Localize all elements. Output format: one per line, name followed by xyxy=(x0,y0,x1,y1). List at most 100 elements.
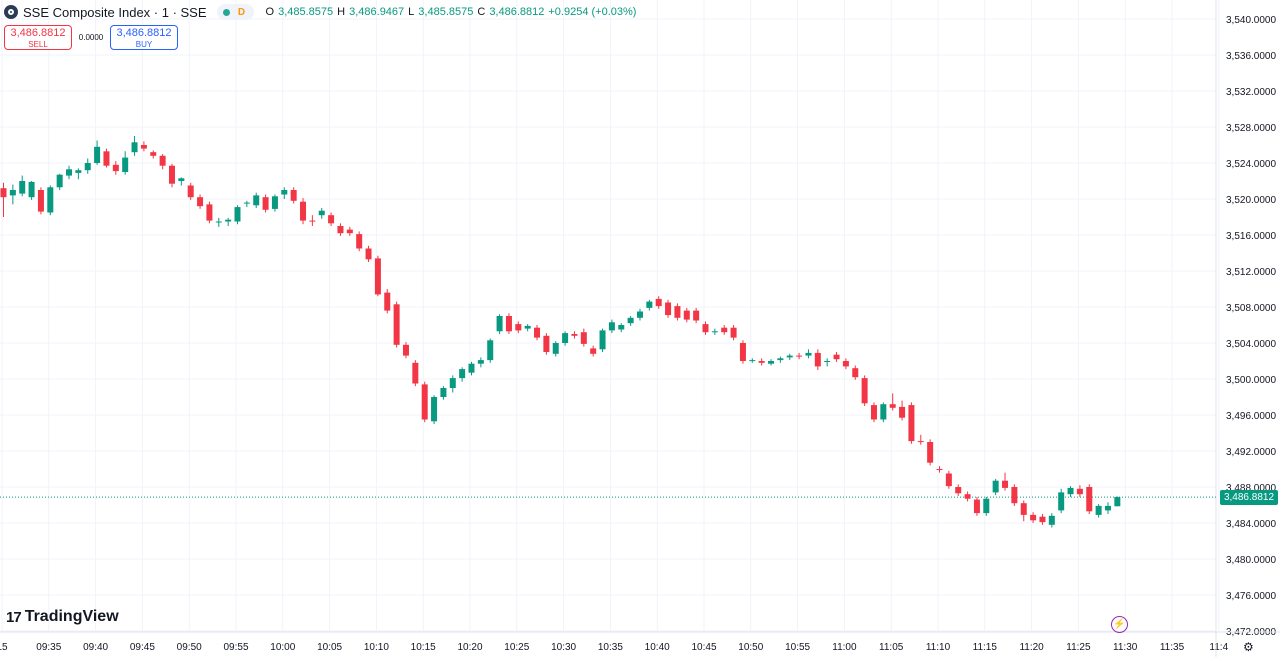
candle-body[interactable] xyxy=(983,498,990,514)
market-status-pill[interactable]: D xyxy=(216,4,254,20)
candle-body[interactable] xyxy=(290,190,297,201)
candle-body[interactable] xyxy=(140,145,147,149)
candle-body[interactable] xyxy=(168,165,175,184)
candle-body[interactable] xyxy=(599,330,606,350)
candle-body[interactable] xyxy=(262,197,269,210)
candle-body[interactable] xyxy=(178,178,185,181)
candle-body[interactable] xyxy=(253,195,260,206)
buy-button[interactable]: 3,486.8812 BUY xyxy=(110,25,178,50)
candle-body[interactable] xyxy=(1011,487,1018,504)
tradingview-logo[interactable]: 17 TradingView xyxy=(6,608,119,626)
candle-body[interactable] xyxy=(1067,487,1074,495)
candle-body[interactable] xyxy=(402,344,409,356)
candle-body[interactable] xyxy=(56,174,63,188)
candle-body[interactable] xyxy=(749,360,756,362)
candle-body[interactable] xyxy=(1020,503,1027,515)
candle-body[interactable] xyxy=(19,181,26,194)
candle-body[interactable] xyxy=(665,302,672,316)
candle-body[interactable] xyxy=(103,151,110,166)
candle-body[interactable] xyxy=(842,361,849,367)
candle-body[interactable] xyxy=(94,146,101,163)
candle-body[interactable] xyxy=(271,196,278,209)
candle-body[interactable] xyxy=(374,258,381,295)
candle-body[interactable] xyxy=(112,164,119,172)
candle-body[interactable] xyxy=(590,348,597,354)
candle-body[interactable] xyxy=(880,404,887,420)
candle-body[interactable] xyxy=(899,406,906,418)
candle-body[interactable] xyxy=(805,352,812,356)
candle-body[interactable] xyxy=(75,170,82,173)
candle-body[interactable] xyxy=(477,360,484,364)
candle-body[interactable] xyxy=(1039,516,1046,523)
candle-body[interactable] xyxy=(870,405,877,420)
candle-body[interactable] xyxy=(824,361,831,362)
candle-body[interactable] xyxy=(852,368,859,378)
candle-body[interactable] xyxy=(412,362,419,384)
candle-body[interactable] xyxy=(1076,488,1083,495)
candle-body[interactable] xyxy=(281,190,288,195)
candle-body[interactable] xyxy=(505,316,512,332)
candle-body[interactable] xyxy=(309,220,316,222)
candle-body[interactable] xyxy=(440,388,447,397)
candle-body[interactable] xyxy=(150,152,157,156)
candle-body[interactable] xyxy=(908,405,915,442)
candle-body[interactable] xyxy=(534,327,541,338)
candle-body[interactable] xyxy=(571,334,578,336)
candle-body[interactable] xyxy=(1114,497,1121,507)
candle-body[interactable] xyxy=(300,201,307,221)
candle-body[interactable] xyxy=(356,234,363,249)
candle-body[interactable] xyxy=(927,442,934,463)
candle-body[interactable] xyxy=(449,378,456,388)
candle-body[interactable] xyxy=(9,190,16,196)
candle-body[interactable] xyxy=(702,324,709,333)
candle-body[interactable] xyxy=(1048,515,1055,525)
candle-body[interactable] xyxy=(131,142,138,153)
candle-body[interactable] xyxy=(0,188,7,198)
candle-body[interactable] xyxy=(674,306,681,318)
candle-body[interactable] xyxy=(187,185,194,198)
candle-body[interactable] xyxy=(159,155,166,166)
lightning-icon[interactable]: ⚡ xyxy=(1111,616,1128,633)
candle-body[interactable] xyxy=(796,355,803,357)
candle-body[interactable] xyxy=(431,397,438,422)
candle-body[interactable] xyxy=(945,473,952,487)
candle-body[interactable] xyxy=(468,363,475,373)
candle-body[interactable] xyxy=(833,354,840,360)
candle-body[interactable] xyxy=(496,316,503,332)
candle-body[interactable] xyxy=(636,311,643,318)
candle-body[interactable] xyxy=(768,361,775,364)
candle-body[interactable] xyxy=(215,221,222,223)
candle-body[interactable] xyxy=(234,207,241,222)
candle-body[interactable] xyxy=(346,229,353,234)
candle-body[interactable] xyxy=(618,325,625,330)
candle-body[interactable] xyxy=(328,215,335,224)
candle-body[interactable] xyxy=(646,301,653,308)
candle-body[interactable] xyxy=(543,335,550,352)
candle-body[interactable] xyxy=(814,352,821,367)
candle-body[interactable] xyxy=(225,219,232,222)
candle-body[interactable] xyxy=(365,248,372,260)
candle-body[interactable] xyxy=(66,169,73,176)
candle-body[interactable] xyxy=(337,226,344,234)
candle-body[interactable] xyxy=(1030,514,1037,521)
candle-body[interactable] xyxy=(37,190,44,212)
candle-body[interactable] xyxy=(580,332,587,344)
symbol-title[interactable]: SSE Composite Index · 1 · SSE xyxy=(23,4,207,20)
candle-body[interactable] xyxy=(917,441,924,443)
candle-body[interactable] xyxy=(47,187,54,213)
candle-body[interactable] xyxy=(730,327,737,338)
candle-body[interactable] xyxy=(206,204,213,221)
candle-body[interactable] xyxy=(608,322,615,331)
candle-body[interactable] xyxy=(683,310,690,320)
candle-body[interactable] xyxy=(421,384,428,420)
candle-body[interactable] xyxy=(1058,492,1065,511)
candle-body[interactable] xyxy=(84,163,91,171)
candle-body[interactable] xyxy=(739,343,746,361)
candle-body[interactable] xyxy=(627,317,634,324)
candle-body[interactable] xyxy=(721,327,728,333)
candle-body[interactable] xyxy=(1095,505,1102,515)
candle-body[interactable] xyxy=(655,298,662,307)
candle-body[interactable] xyxy=(889,404,896,408)
candle-body[interactable] xyxy=(861,378,868,404)
